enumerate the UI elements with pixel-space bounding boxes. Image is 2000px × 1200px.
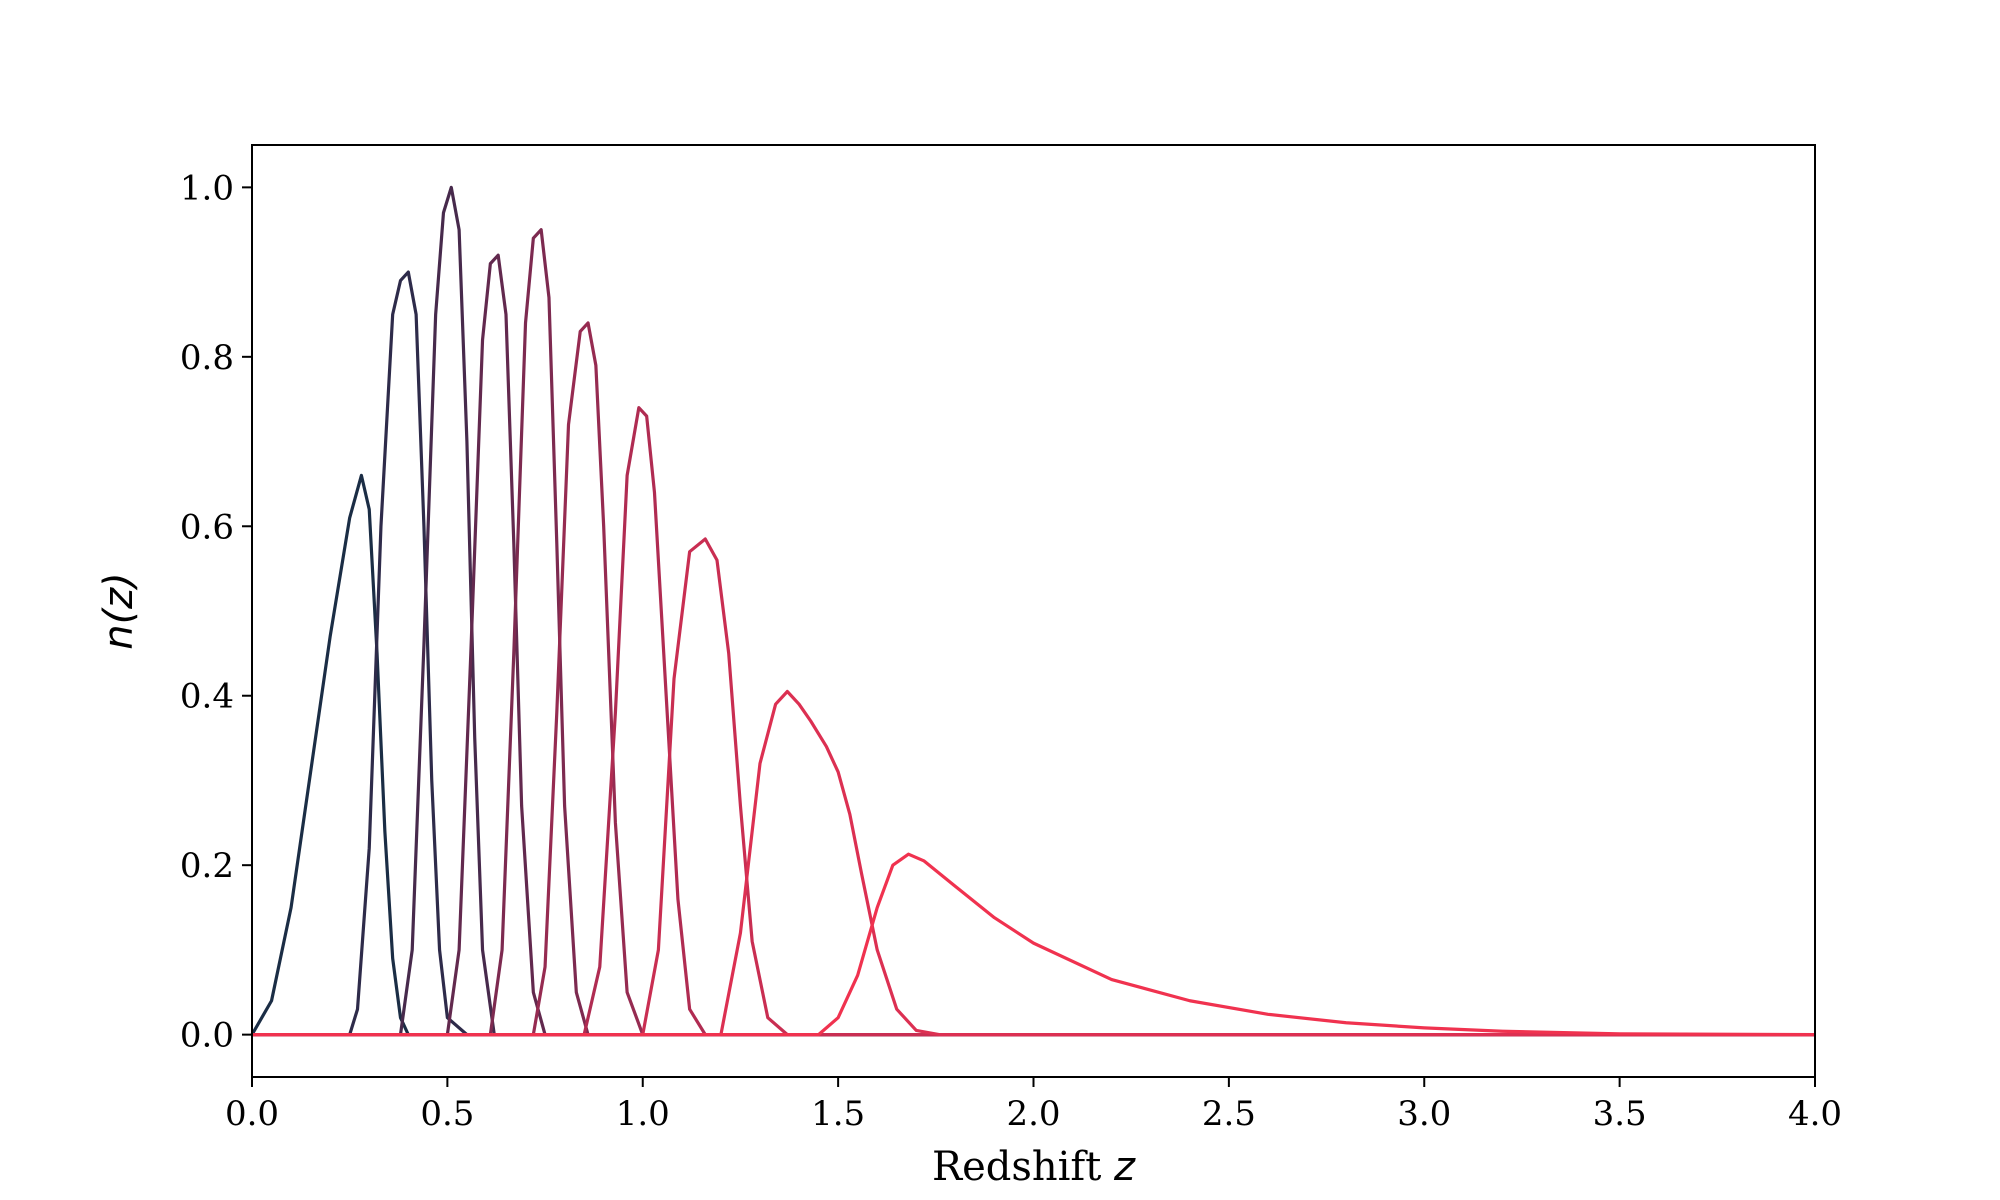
plot-frame <box>251 144 1816 1078</box>
x-tick-label: 4.0 <box>1788 1094 1842 1134</box>
series-line-5 <box>252 228 1815 1037</box>
y-axis-label: n(z) <box>96 572 142 650</box>
series-line-4 <box>252 253 1815 1037</box>
y-tick-label: 0.2 <box>180 846 234 886</box>
x-tick-label: 2.0 <box>1006 1094 1060 1134</box>
series-layer <box>250 185 1816 1037</box>
x-axis-label: Redshift z <box>932 1144 1136 1190</box>
series-line-9 <box>252 689 1815 1037</box>
y-tick-label: 1.0 <box>180 168 234 208</box>
x-axis: 0.0 0.5 1.0 1.5 2.0 2.5 3.0 3.5 4.0 <box>225 1077 1842 1134</box>
series-line-3 <box>252 185 1815 1037</box>
y-tick-label: 0.0 <box>180 1016 234 1056</box>
x-tick-label: 1.0 <box>616 1094 670 1134</box>
series-line-1 <box>250 473 1815 1037</box>
x-tick-label: 1.5 <box>811 1094 865 1134</box>
series-line-8 <box>252 537 1815 1037</box>
y-tick-label: 0.4 <box>180 677 234 717</box>
series-line-2 <box>252 270 1815 1037</box>
x-tick-label: 0.0 <box>225 1094 279 1134</box>
x-tick-label: 3.0 <box>1397 1094 1451 1134</box>
y-tick-label: 0.8 <box>180 338 234 378</box>
x-tick-label: 0.5 <box>420 1094 474 1134</box>
y-axis: 0.0 0.2 0.4 0.6 0.8 1.0 <box>180 168 252 1056</box>
series-line-6 <box>252 321 1815 1037</box>
series-line-7 <box>252 406 1815 1037</box>
y-tick-label: 0.6 <box>180 507 234 547</box>
x-tick-label: 2.5 <box>1202 1094 1256 1134</box>
x-tick-label: 3.5 <box>1593 1094 1647 1134</box>
series-line-10 <box>252 852 1816 1037</box>
